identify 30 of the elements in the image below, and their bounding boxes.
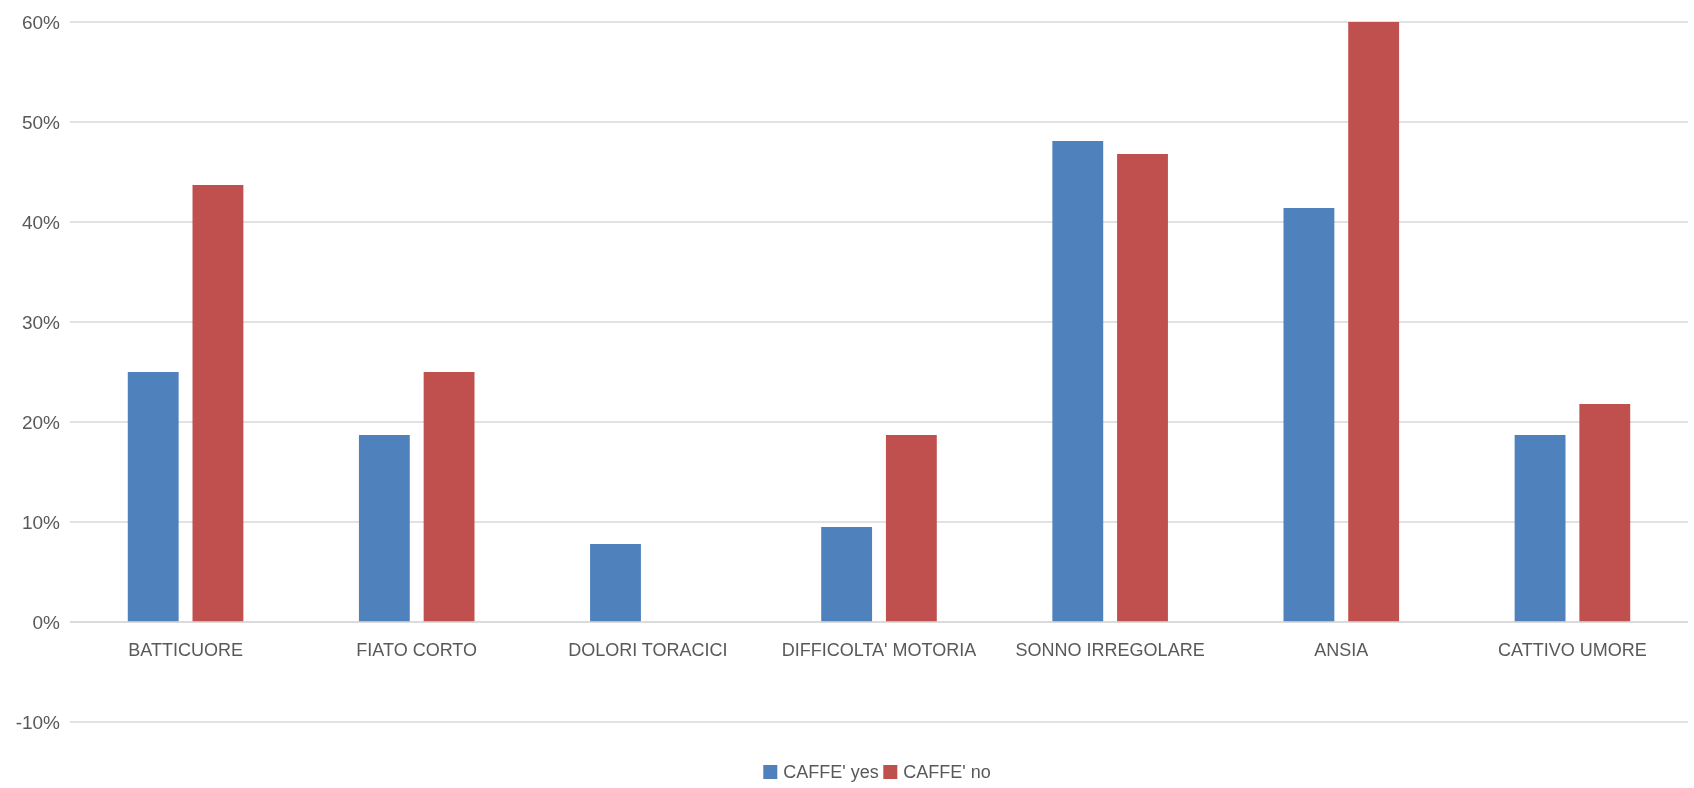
- bar: [590, 544, 641, 622]
- bar: [358, 435, 410, 622]
- bar: [1283, 208, 1335, 622]
- y-tick-label: 0%: [32, 611, 61, 633]
- bar: [423, 372, 475, 622]
- bar: [1514, 435, 1566, 622]
- bar: [1052, 141, 1104, 622]
- bar: [1117, 154, 1168, 622]
- bar: [885, 435, 937, 622]
- bar: [1579, 404, 1631, 622]
- y-tick-label: 60%: [21, 11, 61, 33]
- y-tick-label: 10%: [21, 511, 61, 533]
- y-tick-label: 40%: [21, 211, 61, 233]
- x-tick-label: BATTICUORE: [128, 640, 243, 660]
- y-tick-label: 50%: [21, 111, 61, 133]
- x-tick-label: SONNO IRREGOLARE: [1015, 640, 1205, 660]
- x-tick-label: ANSIA: [1314, 640, 1369, 660]
- bar: [192, 185, 244, 622]
- y-tick-label: 20%: [21, 411, 61, 433]
- bar: [821, 527, 873, 622]
- y-tick-label: 30%: [21, 311, 61, 333]
- legend-label: CAFFE' no: [903, 762, 991, 783]
- bar: [1348, 22, 1400, 622]
- legend-label: CAFFE' yes: [783, 762, 879, 783]
- bar: [127, 372, 179, 622]
- x-tick-label: FIATO CORTO: [356, 640, 478, 660]
- x-tick-label: CATTIVO UMORE: [1498, 640, 1647, 660]
- y-tick-label: -10%: [15, 711, 61, 733]
- x-tick-label: DIFFICOLTA' MOTORIA: [781, 640, 977, 660]
- x-tick-label: DOLORI TORACICI: [568, 640, 728, 660]
